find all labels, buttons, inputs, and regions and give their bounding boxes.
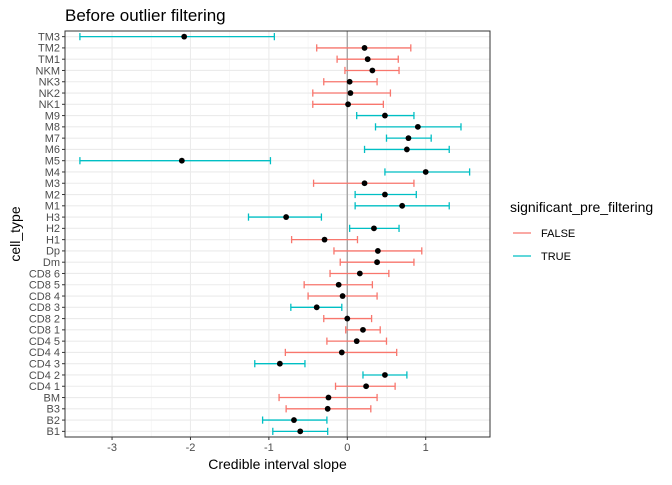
y-tick-label: M1: [45, 201, 60, 213]
legend: significant_pre_filtering FALSE TRUE: [510, 199, 653, 263]
estimate-point: [371, 225, 377, 232]
estimate-point: [346, 78, 353, 85]
y-tick-label: NKM: [36, 65, 60, 77]
y-tick-label: Dm: [43, 257, 60, 269]
minor-gridlines: [150, 31, 387, 437]
estimate-point: [403, 146, 410, 153]
error-bar: [79, 33, 276, 41]
legend-label-false: FALSE: [541, 228, 575, 240]
y-tick-label: CD4 2: [29, 370, 60, 382]
y-tick-label: CD8 2: [29, 313, 60, 325]
estimate-point: [344, 315, 351, 322]
estimate-point: [353, 338, 360, 345]
estimate-point: [313, 304, 320, 311]
estimate-point: [325, 394, 332, 401]
y-tick-label: TM1: [38, 54, 60, 66]
y-tick-label: CD4 5: [29, 336, 60, 348]
estimate-point: [382, 372, 388, 378]
y-tick-label: CD4 1: [29, 381, 60, 393]
chart-title: Before outlier filtering: [65, 6, 226, 25]
estimate-point: [283, 214, 290, 220]
estimate-point: [361, 180, 368, 187]
y-tick-label: CD8 6: [29, 268, 60, 280]
x-tick-label: -1: [264, 442, 274, 454]
y-tick-label: CD8 5: [29, 280, 60, 292]
y-tick-label: CD8 4: [29, 291, 60, 303]
y-tick-label: B2: [47, 415, 60, 427]
estimate-point: [382, 112, 388, 119]
y-tick-label: M6: [45, 144, 60, 156]
y-tick-label: NK3: [39, 77, 60, 89]
estimate-point: [405, 135, 412, 142]
y-tick-label: CD8 3: [29, 302, 60, 314]
y-tick-label: TM3: [38, 31, 60, 43]
y-tick-label: CD4 4: [29, 347, 60, 359]
point-layer: [178, 33, 429, 435]
estimate-point: [382, 191, 388, 198]
plot-panel-border: [64, 30, 491, 438]
legend-entry-true: TRUE: [513, 251, 571, 263]
y-tick-label: NK2: [39, 88, 60, 100]
estimate-point: [399, 202, 406, 209]
estimate-point: [321, 236, 328, 243]
y-tick-label: BM: [44, 392, 61, 404]
y-tick-label: NK1: [39, 99, 60, 111]
estimate-point: [374, 248, 381, 254]
estimate-point: [339, 293, 346, 299]
y-tick-label: CD4 3: [29, 358, 60, 370]
estimate-point: [297, 428, 304, 435]
estimate-point: [345, 101, 351, 108]
x-axis-title: Credible interval slope: [208, 456, 347, 472]
y-tick-label: M9: [45, 110, 60, 122]
estimate-point: [364, 56, 371, 63]
estimate-point: [178, 157, 185, 164]
y-tick-label: H1: [46, 234, 60, 246]
estimate-point: [422, 169, 429, 175]
y-tick-label: M3: [45, 178, 60, 190]
y-axis-title: cell_type: [7, 206, 23, 261]
estimate-point: [324, 405, 331, 412]
x-tick-label: -3: [107, 442, 117, 454]
y-tick-label: B1: [47, 426, 60, 438]
estimate-point: [338, 349, 345, 356]
error-bar: [79, 157, 272, 165]
y-tick-label: CD8 1: [29, 325, 60, 337]
y-tick-label: M4: [45, 167, 60, 179]
estimate-point: [369, 67, 376, 74]
estimate-point: [335, 281, 342, 288]
estimate-point: [363, 383, 370, 390]
y-tick-label: B3: [47, 404, 60, 416]
y-tick-label: H3: [46, 212, 60, 224]
x-tick-label: 0: [344, 442, 350, 454]
y-tick-label: M5: [45, 155, 60, 167]
estimate-point: [291, 417, 297, 423]
plot-panel: [65, 31, 490, 437]
y-tick-label: M7: [45, 133, 60, 145]
legend-label-true: TRUE: [541, 251, 571, 263]
x-axis: -3 -2 -1 0 1: [107, 437, 429, 454]
x-tick-label: 1: [423, 442, 429, 454]
estimate-point: [374, 259, 380, 266]
y-tick-label: Dp: [46, 246, 60, 258]
legend-title: significant_pre_filtering: [510, 199, 653, 215]
estimate-point: [356, 270, 363, 277]
estimate-point: [414, 123, 421, 130]
y-tick-label: M8: [45, 122, 60, 134]
estimate-point: [181, 33, 188, 40]
x-tick-label: -2: [186, 442, 196, 454]
legend-entry-false: FALSE: [513, 228, 575, 240]
y-tick-label: M2: [45, 189, 60, 201]
estimate-point: [347, 90, 354, 96]
estimate-point: [276, 360, 283, 367]
y-tick-label: TM2: [38, 43, 60, 55]
estimate-point: [361, 45, 368, 51]
y-tick-label: H2: [46, 223, 60, 235]
estimate-point: [360, 326, 366, 333]
